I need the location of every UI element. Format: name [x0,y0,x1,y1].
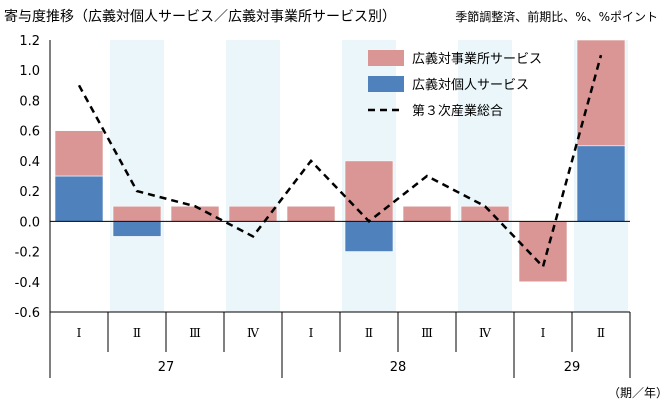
bar-business-services [112,205,162,222]
legend-label: 広義対個人サービス [412,77,529,93]
bar-business-services [402,205,452,222]
y-tick-label: -0.4 [15,276,40,291]
legend-label: 第３次産業総合 [412,103,503,119]
x-tick-label: Ⅳ [247,326,260,340]
shaded-band [458,40,512,312]
y-tick-label: 1.0 [19,64,40,79]
legend-swatch [368,76,404,92]
bar-personal-services [344,221,394,252]
shaded-band [226,40,280,312]
x-tick-label: Ⅲ [421,326,433,340]
x-tick-label: Ⅰ [309,326,314,340]
bar-business-services [54,130,104,177]
y-tick-label: -0.2 [15,246,40,261]
y-tick-label: 0.0 [19,215,40,230]
shaded-band [110,40,164,312]
bar-personal-services [112,221,162,237]
y-tick-label: 0.4 [19,155,40,170]
bar-business-services [228,205,278,222]
bar-business-services [286,205,336,222]
legend-swatch [368,50,404,66]
legend-label: 広義対事業所サービス [412,51,542,67]
unit-note: 季節調整済、前期比、%、%ポイント [455,10,658,24]
x-unit-label: （期／年） [608,386,668,400]
bar-business-services [518,221,568,283]
x-tick-label: Ⅱ [597,326,605,340]
y-tick-label: 0.2 [19,185,40,200]
x-tick-label: Ⅰ [541,326,546,340]
bar-business-services [344,160,394,222]
bar-personal-services [54,175,104,222]
line-tertiary-total [77,54,603,270]
x-tick-label: Ⅰ [77,326,82,340]
x-tick-label: Ⅱ [133,326,141,340]
year-label: 28 [390,360,407,375]
x-tick-label: Ⅱ [365,326,373,340]
x-tick-label: Ⅲ [189,326,201,340]
x-tick-label: Ⅳ [479,326,492,340]
y-tick-label: 1.2 [19,34,40,49]
year-label: 29 [564,360,581,375]
year-label: 27 [158,360,175,375]
y-tick-label: 0.6 [19,125,40,140]
bar-personal-services [576,145,626,222]
chart-title: 寄与度推移（広義対個人サービス／広義対事業所サービス別） [4,9,396,25]
y-tick-label: -0.6 [15,306,40,321]
y-tick-label: 0.8 [19,94,40,109]
bar-business-services [460,205,510,222]
